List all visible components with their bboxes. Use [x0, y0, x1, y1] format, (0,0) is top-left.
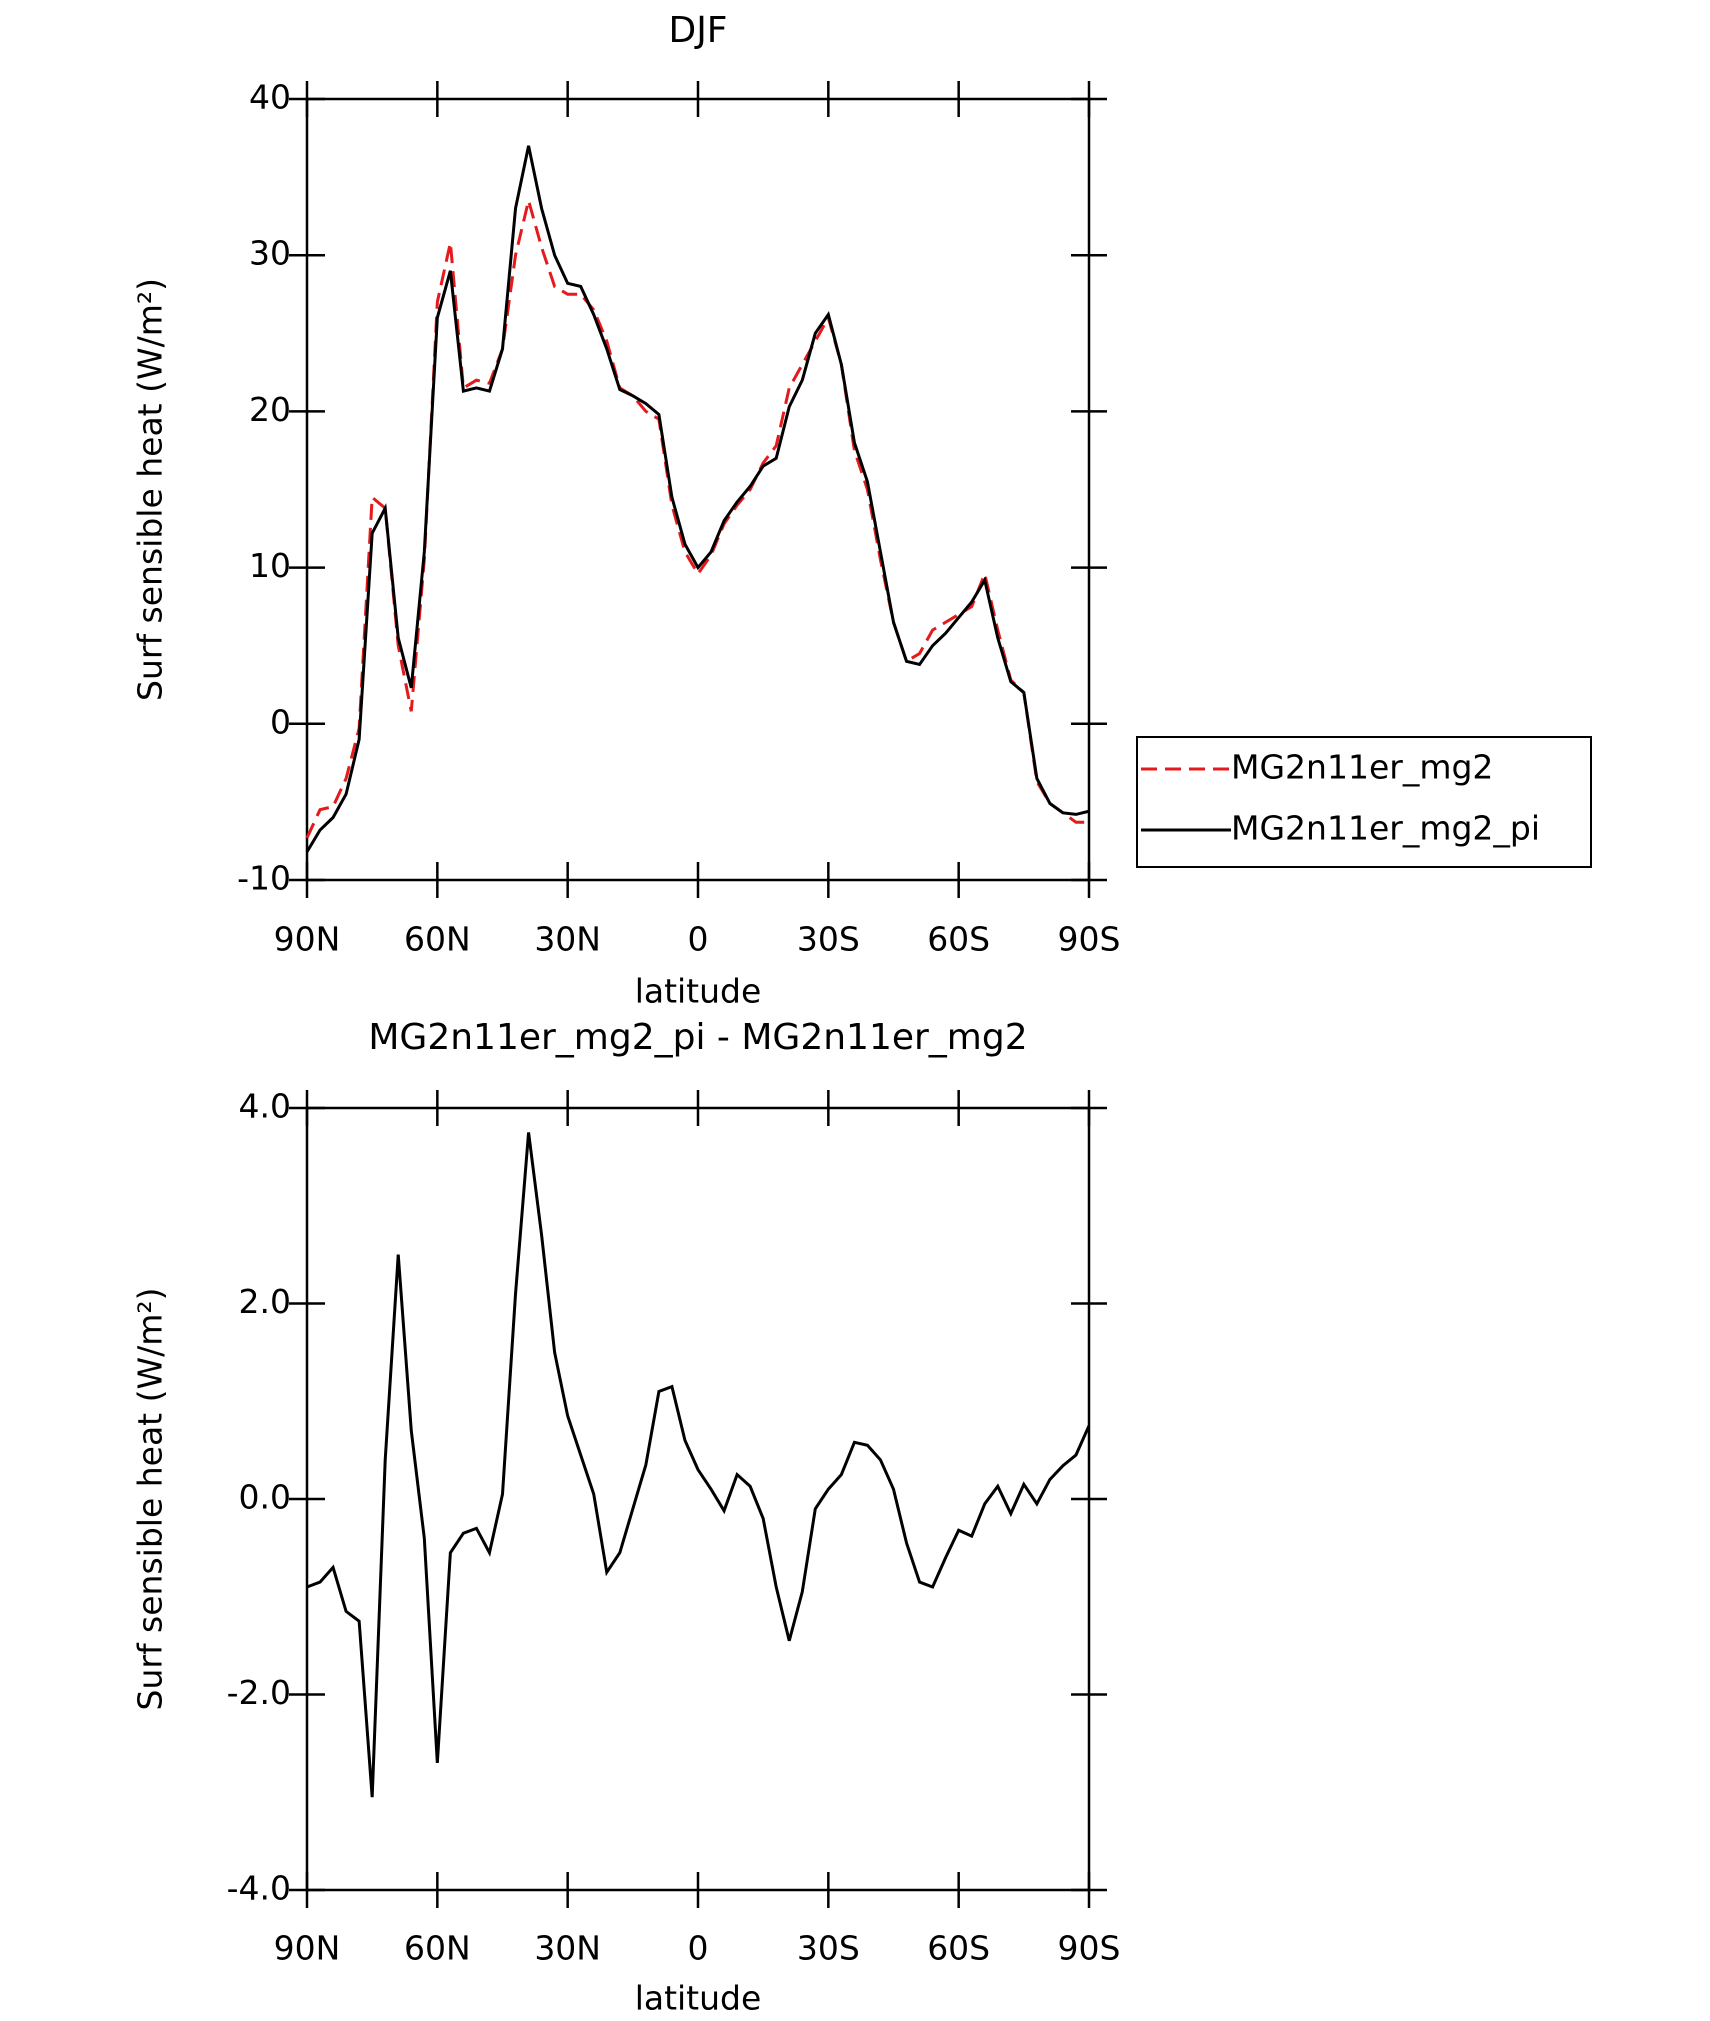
x-tick-label: 90N — [274, 1929, 341, 1968]
y-tick-label: 0 — [270, 702, 291, 741]
y-axis-label: Surf sensible heat (W/m²) — [131, 278, 170, 701]
x-tick-label: 0 — [688, 920, 709, 959]
x-axis-label: latitude — [635, 1979, 762, 2018]
y-tick-label: 30 — [249, 234, 291, 273]
y-tick-label: -4.0 — [227, 1869, 291, 1908]
x-tick-label: 90S — [1058, 1929, 1121, 1968]
y-tick-label: -10 — [237, 859, 291, 898]
legend-box — [1136, 736, 1592, 868]
x-tick-label: 0 — [688, 1929, 709, 1968]
x-tick-label: 30S — [797, 1929, 860, 1968]
data-line — [305, 145, 1090, 853]
data-line — [305, 200, 1089, 839]
y-tick-label: 4.0 — [239, 1087, 291, 1126]
x-tick-label: 60N — [404, 920, 471, 959]
y-tick-label: 20 — [249, 390, 291, 429]
x-tick-label: 60S — [927, 920, 990, 959]
x-tick-label: 60N — [404, 1929, 471, 1968]
x-tick-label: 60S — [927, 1929, 990, 1968]
x-tick-label: 30N — [534, 1929, 601, 1968]
y-tick-label: 0.0 — [239, 1478, 291, 1517]
y-tick-label: 2.0 — [239, 1282, 291, 1321]
x-tick-label: 90N — [274, 920, 341, 959]
plot-frame — [305, 1106, 1091, 1892]
y-axis-label: Surf sensible heat (W/m²) — [131, 1288, 170, 1711]
x-tick-label: 90S — [1058, 920, 1121, 959]
plot-frame — [305, 97, 1091, 882]
y-tick-label: 10 — [249, 546, 291, 585]
x-axis-label: latitude — [635, 972, 762, 1011]
legend-label: MG2n11er_mg2_pi — [1231, 809, 1540, 848]
x-tick-label: 30S — [797, 920, 860, 959]
data-line — [306, 1132, 1091, 1798]
chart-title: MG2n11er_mg2_pi - MG2n11er_mg2 — [368, 1017, 1027, 1058]
chart-title: DJF — [668, 10, 727, 51]
y-tick-label: 40 — [249, 78, 291, 117]
legend-label: MG2n11er_mg2 — [1231, 748, 1493, 787]
x-tick-label: 30N — [534, 920, 601, 959]
y-tick-label: -2.0 — [227, 1673, 291, 1712]
